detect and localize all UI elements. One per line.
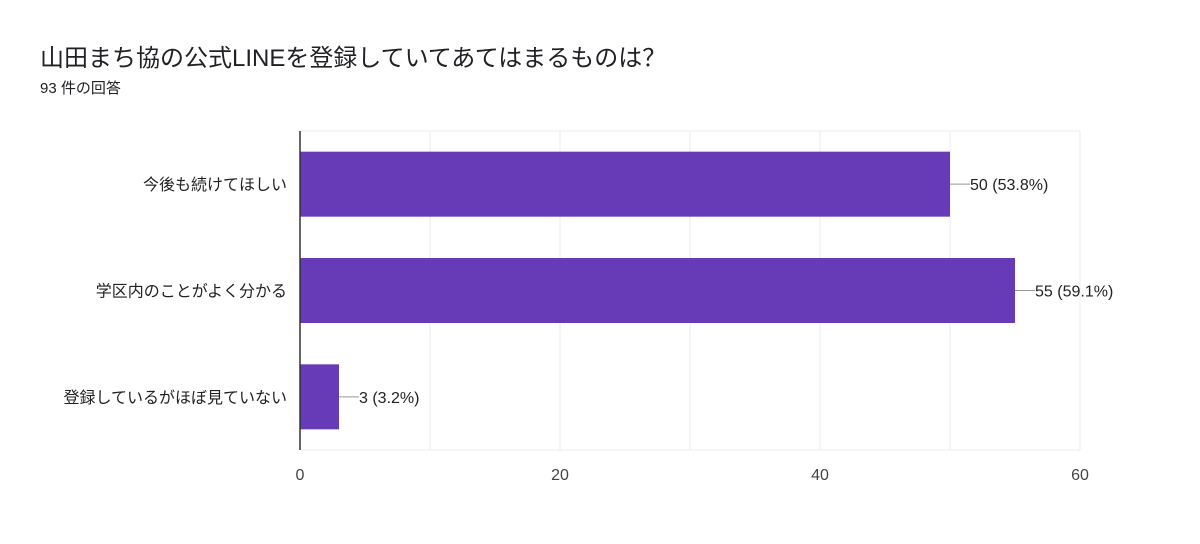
x-tick-label: 40 (811, 467, 829, 484)
x-tick-label: 0 (296, 467, 305, 484)
chart-title: 山田まち協の公式LINEを登録していてあてはまるものは？ (40, 45, 667, 72)
bar (300, 258, 1015, 323)
data-label: 55 (59.1%) (1035, 284, 1113, 301)
data-label: 3 (3.2%) (359, 390, 419, 407)
bar (300, 364, 339, 430)
response-count: 93 件の回答 (40, 80, 121, 97)
category-label: 今後も続けてほしい (143, 176, 287, 194)
category-label: 登録しているがほぼ見ていない (63, 389, 287, 407)
x-tick-label: 60 (1071, 467, 1089, 484)
x-tick-label: 20 (551, 467, 569, 484)
bar (300, 151, 950, 217)
data-label: 50 (53.8%) (970, 177, 1048, 194)
category-label: 学区内のことがよく分かる (96, 283, 287, 301)
